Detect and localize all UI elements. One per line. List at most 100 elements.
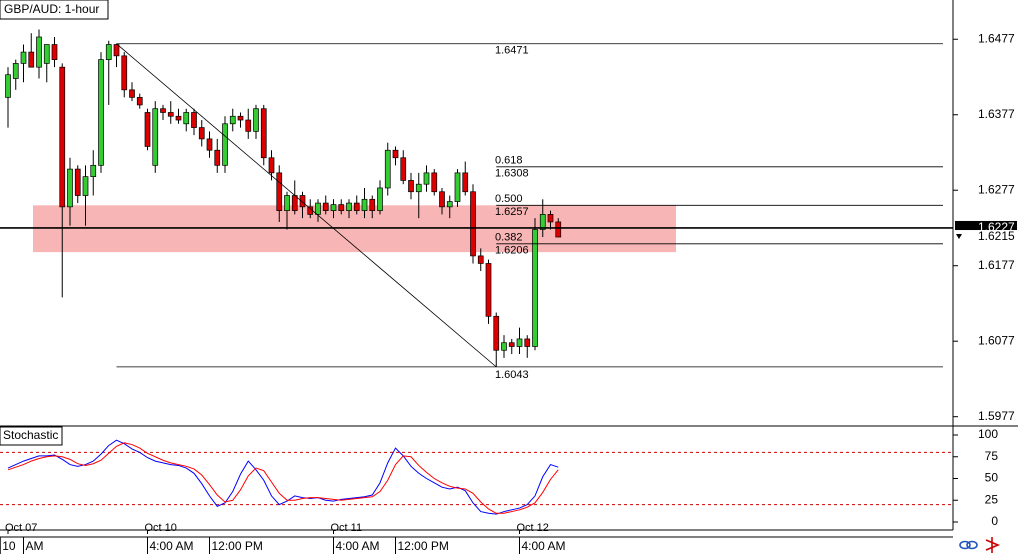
x-tick-label: Oct 12 [517,522,549,534]
x-tick-label: 12:00 PM [398,539,449,553]
x-tick-label: 4:00 AM [150,539,194,553]
candle-body [353,202,360,211]
candle-body [20,51,27,64]
fib-price-label: 1.6043 [495,369,529,381]
x-tick-label: Oct 11 [331,522,363,534]
candle-body [462,172,469,193]
candle-body [253,108,259,132]
candle-body [28,51,35,68]
candle-body [43,44,50,64]
candle-body [136,97,143,106]
indicator-line [7,439,559,515]
fib-trend-line [116,43,497,368]
fib-price-label: 1.6257 [495,206,529,218]
fib-price-label: 1.6308 [495,168,529,180]
link-icon[interactable] [959,540,971,550]
candle-body [245,119,252,132]
candle-body [113,44,120,57]
price-marker [956,234,962,240]
price-label: 1.6215 [978,229,1015,243]
candle-body [121,55,128,91]
x-tick-label: Oct 10 [145,522,177,534]
x-tick-label: 10 [2,539,16,553]
candle-body [5,74,11,98]
fib-ratio-label: 0.618 [495,155,523,167]
candle-body [82,176,89,196]
candle-body [214,149,221,166]
y-tick-label: 1.6077 [978,333,1015,347]
candle-body [90,164,97,177]
fib-ratio-label: 0.382 [495,232,523,244]
candle-body [191,112,197,128]
fib-ratio-label: 0.500 [495,193,523,205]
candle-body [454,172,461,202]
candle-body [222,123,228,166]
candle-body [98,59,104,166]
candle-body [400,157,407,181]
candle-body [532,229,538,347]
candle-body [144,112,151,147]
candle-body [408,180,414,193]
toolbar-icons[interactable] [959,537,1001,553]
y-tick-label: 1.6277 [978,182,1015,196]
candle-body [508,342,515,347]
candle-body [485,263,492,317]
candle-body [516,338,523,347]
indicator-title: Stochastic [3,428,58,442]
y-tick-label: 1.6477 [978,31,1015,45]
candle-body [67,168,73,208]
candle-body [346,202,352,211]
candle-body [105,44,112,60]
candle-body [439,191,445,208]
candle-body [555,221,562,238]
candle-body [392,149,399,159]
candle-body [291,195,298,211]
candle-body [315,202,321,215]
y-tick-label: 100 [978,427,998,441]
candle-body [260,108,267,159]
candle-body [369,198,376,211]
arrow-icon[interactable] [985,537,1001,553]
chart-title: GBP/AUD: 1-hour [4,2,99,16]
candle-body [415,183,422,193]
y-tick-label: 1.6377 [978,107,1015,121]
link-icon[interactable] [966,540,978,550]
x-tick-label: AM [26,539,44,553]
candle-body [12,63,19,79]
candle-body [175,115,182,121]
candle-body [299,195,306,208]
x-tick-label: 12:00 PM [212,539,263,553]
candle-body [361,198,368,211]
candle-body [377,187,383,211]
candle-body [237,115,244,121]
candle-body [539,214,546,230]
title-box [0,0,109,20]
x-tick-label: 4:00 AM [522,539,566,553]
candle-body [446,201,453,208]
candle-body [160,108,166,113]
candle-body [322,202,329,211]
candle-body [470,191,476,257]
candle-body [74,168,81,196]
y-tick-label: 75 [985,449,999,463]
candle-body [36,36,42,68]
y-tick-label: 1.5977 [978,409,1015,423]
y-tick-label: 0 [991,514,998,528]
candle-body [276,172,283,211]
price-label-box [955,230,1017,244]
y-tick-label: 1.6177 [978,258,1015,272]
candle-body [229,115,236,125]
candle-body [477,255,484,264]
candle-body [152,108,159,166]
candle-body [268,157,275,174]
candle-body [423,172,430,185]
fib-price-label: 1.6471 [495,45,529,57]
candle-body [129,89,135,98]
x-tick-label: 4:00 AM [336,539,380,553]
candle-body [59,66,66,208]
candle-body [198,127,205,140]
y-tick-label: 50 [985,471,999,485]
